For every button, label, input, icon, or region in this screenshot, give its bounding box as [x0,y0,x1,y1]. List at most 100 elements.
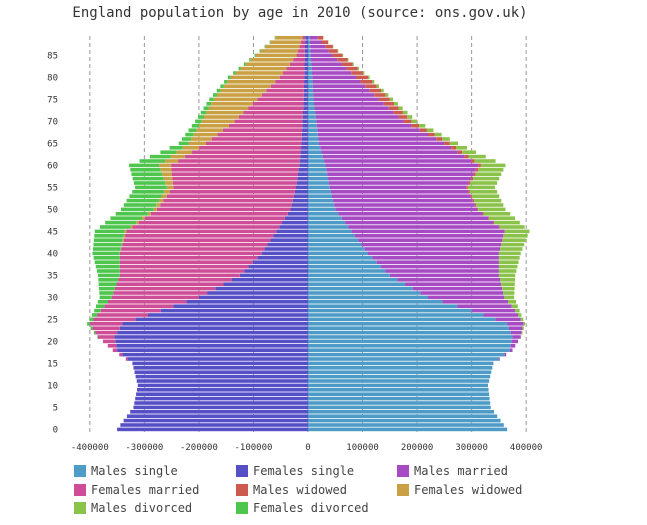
bar [356,75,368,80]
bar [317,128,420,133]
bar [299,163,308,168]
bar [308,115,316,119]
bar [405,282,502,287]
x-tick-label: -400000 [71,443,109,453]
bar [470,194,472,199]
bar [308,295,428,300]
bar [129,163,160,168]
bar [304,66,308,71]
bar [321,150,458,155]
bar [201,119,235,124]
bar [99,291,114,295]
legend-swatch [74,484,86,496]
legend-swatch [236,465,248,477]
legend-swatch [397,465,409,477]
bar [308,326,509,331]
bar [381,88,384,93]
legend-item: Females divorced [236,501,369,515]
bar [185,154,301,159]
bar [119,251,262,256]
bar [196,128,224,133]
bar [144,216,285,221]
bar [308,251,368,256]
bar [160,168,172,172]
bar [308,383,488,388]
bar [324,159,472,163]
bar [419,128,427,133]
bar [265,44,300,49]
bar [308,273,390,278]
bar [488,216,489,221]
bar [132,225,280,229]
bar [325,163,479,168]
bar [125,357,128,361]
bar [398,115,408,119]
bar [130,410,308,414]
bar [150,212,288,216]
bar [502,286,515,291]
bar [238,115,303,119]
bar [378,97,390,102]
bar [248,264,308,269]
bar [510,330,522,335]
bar [304,53,308,58]
bar [243,110,303,115]
bar [122,242,268,247]
x-tick-label: 0 [305,443,310,453]
bar [398,106,403,111]
bar [200,110,207,115]
bar [501,242,525,247]
bar [308,36,310,40]
bar [388,106,399,111]
bar [308,357,499,361]
bar [464,154,469,159]
bar [266,88,304,93]
bar [308,339,512,344]
bar [444,141,450,146]
bar [315,115,399,119]
bar [238,66,241,71]
bar [304,75,308,80]
bar [308,418,501,423]
bar [255,53,297,58]
bar [131,172,163,177]
bar [166,194,294,199]
bar [520,317,524,322]
bar [369,88,382,93]
bar [500,278,516,282]
bar [303,93,308,97]
bar [308,132,318,137]
bar [203,106,209,111]
bar [341,216,488,221]
legend-item: Females single [236,464,354,478]
bar [161,194,167,199]
bar [498,256,520,260]
bar [308,75,313,80]
bar [303,102,308,106]
bar [257,97,304,102]
x-tick-label: -100000 [234,443,272,453]
bar [308,146,321,150]
bar [420,291,504,295]
bar [522,326,524,331]
legend-label: Males single [91,464,178,478]
bar [308,361,494,366]
bar [169,146,183,150]
bar [312,75,356,80]
bar [308,370,492,375]
bar [308,119,317,124]
bar [275,80,305,84]
bar [305,40,308,45]
bar [134,401,308,405]
bar [308,225,349,229]
y-tick-label: 55 [47,183,58,193]
bar [186,300,308,304]
bar [483,313,518,317]
legend-swatch [236,484,248,496]
bar [125,234,274,238]
bar [308,264,382,269]
bar [478,163,481,168]
bar [133,405,308,410]
bar [270,40,302,45]
